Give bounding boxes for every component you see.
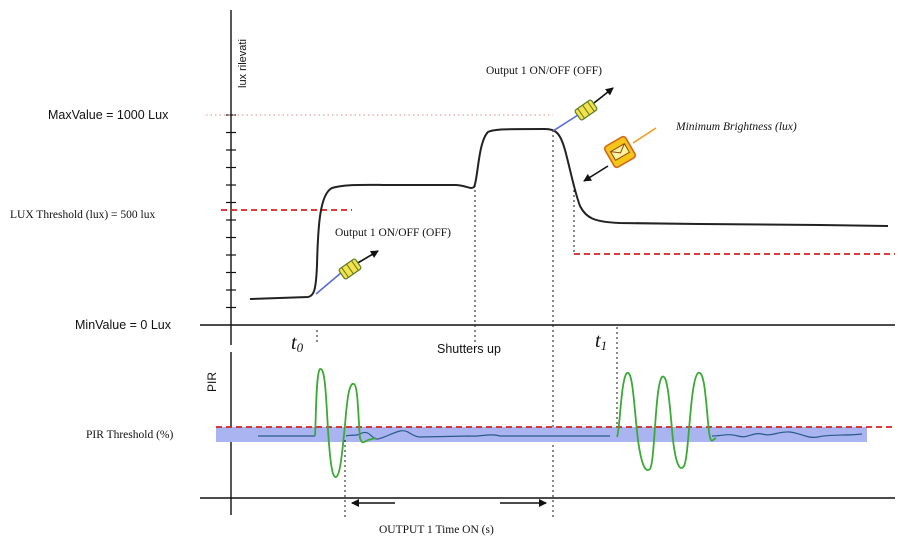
lux-y-axis-title: lux rilevati bbox=[237, 39, 249, 88]
output-off-mid-label: Output 1 ON/OFF (OFF) bbox=[335, 227, 451, 239]
output-time-label: OUTPUT 1 Time ON (s) bbox=[379, 524, 494, 536]
pir-activity-burst-1 bbox=[314, 368, 377, 478]
lux-curve bbox=[249, 127, 889, 300]
pir-activity-burst-2 bbox=[616, 372, 717, 471]
min-brightness-label: Minimum Brightness (lux) bbox=[675, 121, 797, 133]
pir-axis-title: PIR bbox=[205, 372, 219, 392]
alarm-icon bbox=[583, 127, 657, 182]
t0-label: t0 bbox=[291, 332, 304, 355]
shutters-up-label: Shutters up bbox=[437, 342, 501, 356]
lux-threshold-label: LUX Threshold (lux) = 500 lux bbox=[10, 209, 155, 221]
shutter-open-icon bbox=[315, 250, 379, 295]
pir-threshold-label: PIR Threshold (%) bbox=[86, 429, 173, 441]
t1-label: t1 bbox=[595, 330, 607, 353]
lux-y-ticks bbox=[226, 114, 236, 309]
output-off-top-label: Output 1 ON/OFF (OFF) bbox=[486, 65, 602, 77]
min-value-label: MinValue = 0 Lux bbox=[75, 318, 172, 332]
shutter-open-icon bbox=[552, 87, 614, 132]
max-value-label: MaxValue = 1000 Lux bbox=[48, 108, 169, 122]
pir-baseline-signal bbox=[258, 430, 863, 440]
